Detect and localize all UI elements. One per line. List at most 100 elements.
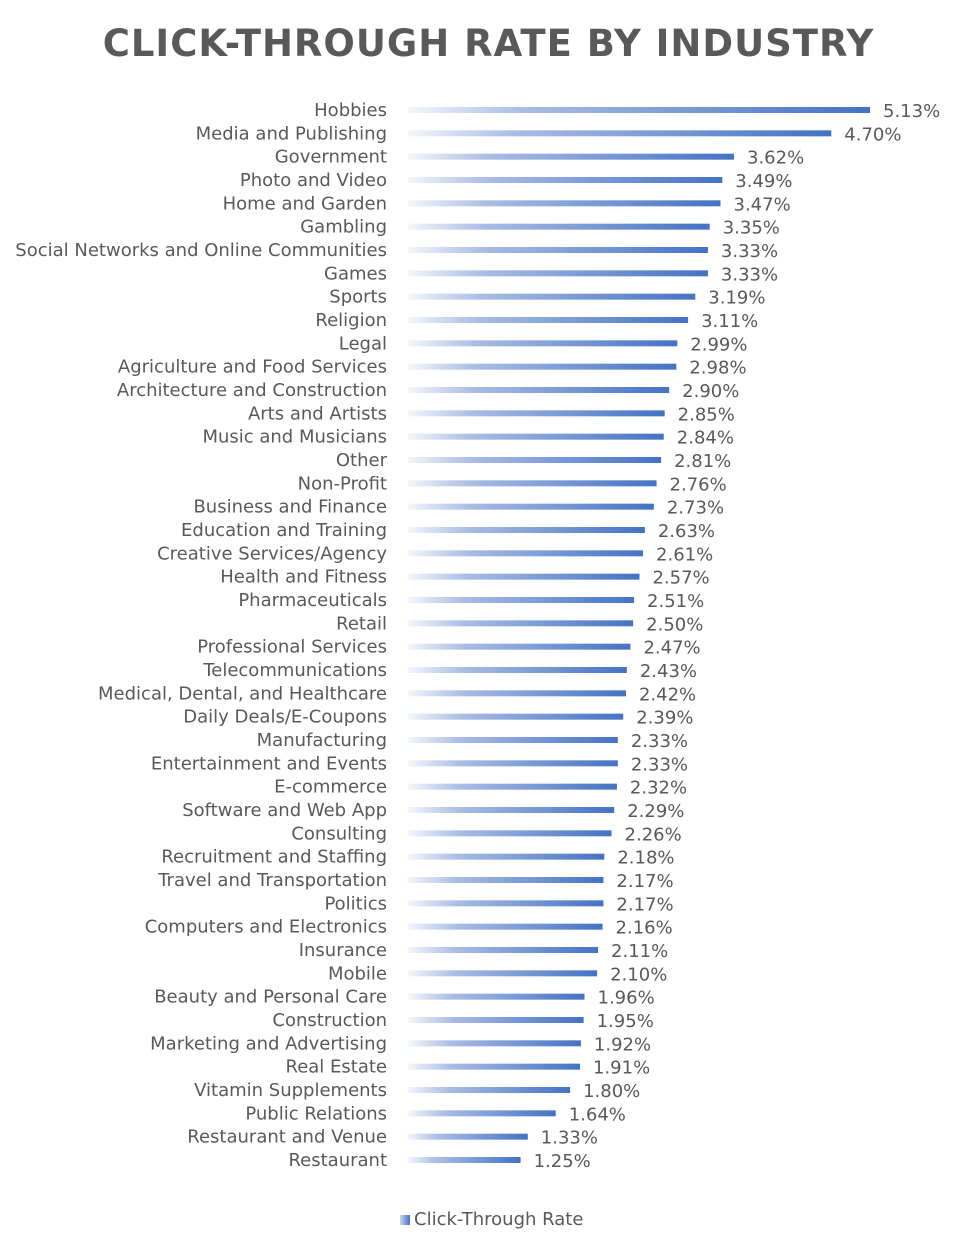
data-label: 1.80% <box>583 1081 640 1102</box>
category-label: Beauty and Personal Care <box>154 987 387 1008</box>
data-label: 2.32% <box>630 778 687 799</box>
data-label: 2.42% <box>639 684 696 705</box>
data-label: 2.63% <box>658 521 715 542</box>
data-label: 2.10% <box>610 964 667 985</box>
bar <box>408 1063 581 1070</box>
category-label: Creative Services/Agency <box>157 543 387 564</box>
bar <box>408 410 665 417</box>
category-label: Photo and Video <box>240 170 387 191</box>
data-label: 1.96% <box>598 988 655 1009</box>
data-label: 1.64% <box>569 1104 626 1125</box>
bar <box>408 387 670 393</box>
category-label: Religion <box>315 310 387 331</box>
data-label: 3.33% <box>721 264 778 285</box>
category-label: Recruitment and Staffing <box>161 847 387 868</box>
data-label: 2.90% <box>682 381 739 402</box>
bar <box>408 853 605 860</box>
bar <box>408 597 635 603</box>
bar <box>408 1157 521 1163</box>
category-label: Government <box>275 147 387 168</box>
legend-swatch <box>400 1214 410 1225</box>
data-label: 3.33% <box>721 241 778 262</box>
bar <box>408 667 627 673</box>
bar <box>408 247 708 253</box>
data-label: 5.13% <box>883 101 940 122</box>
data-label: 2.73% <box>667 498 724 519</box>
category-label: Travel and Transportation <box>157 870 387 891</box>
data-label: 1.95% <box>597 1011 654 1032</box>
category-label: Home and Garden <box>223 193 387 214</box>
bar <box>408 1087 571 1093</box>
bar <box>408 947 599 953</box>
category-label: Restaurant and Venue <box>187 1127 387 1148</box>
data-label: 2.33% <box>631 754 688 775</box>
data-label: 1.92% <box>594 1034 651 1055</box>
bar <box>408 340 678 347</box>
category-label: Health and Fitness <box>220 567 387 588</box>
category-label: Hobbies <box>314 100 387 121</box>
category-label: Legal <box>339 333 387 354</box>
category-label: Telecommunications <box>202 660 387 681</box>
category-label: Consulting <box>291 823 387 844</box>
data-label: 2.47% <box>643 638 700 659</box>
category-label: Agriculture and Food Services <box>118 357 387 378</box>
data-label: 2.76% <box>670 474 727 495</box>
bar <box>408 573 640 580</box>
legend: Click-Through Rate <box>400 1209 583 1230</box>
data-label: 2.81% <box>674 451 731 472</box>
category-label: Education and Training <box>181 520 387 541</box>
category-label: Computers and Electronics <box>145 917 387 938</box>
category-label: Daily Deals/E-Coupons <box>183 707 387 728</box>
category-label: Entertainment and Events <box>151 753 387 774</box>
bar <box>408 317 689 323</box>
category-label: Medical, Dental, and Healthcare <box>98 683 387 704</box>
category-label: Other <box>336 450 388 471</box>
data-label: 1.91% <box>593 1058 650 1079</box>
category-label: Politics <box>324 893 387 914</box>
data-label: 2.16% <box>616 918 673 939</box>
bar <box>408 293 696 300</box>
data-label: 1.25% <box>534 1151 591 1172</box>
bar <box>408 970 598 977</box>
data-label: 2.84% <box>677 428 734 449</box>
bar <box>408 1017 584 1023</box>
data-label: 2.39% <box>636 708 693 729</box>
category-label: Mobile <box>328 963 387 984</box>
data-label: 2.85% <box>678 404 735 425</box>
category-label: Restaurant <box>288 1150 387 1171</box>
category-label: Real Estate <box>286 1057 388 1078</box>
bar <box>408 270 708 277</box>
bar <box>408 223 710 230</box>
legend-label: Click-Through Rate <box>414 1209 584 1230</box>
bar <box>408 153 735 160</box>
bar <box>408 690 626 697</box>
category-label: Arts and Artists <box>248 403 387 424</box>
bar <box>408 200 721 207</box>
category-label: Games <box>324 263 387 284</box>
category-label: Public Relations <box>245 1103 387 1124</box>
bar <box>408 1040 581 1047</box>
bar <box>408 900 604 907</box>
category-label: Manufacturing <box>257 730 387 751</box>
category-label: Music and Musicians <box>202 427 387 448</box>
category-label: Construction <box>272 1010 387 1031</box>
bar <box>408 550 644 557</box>
bar <box>408 1133 528 1140</box>
data-label: 2.18% <box>617 848 674 869</box>
bar <box>408 433 664 440</box>
category-label: Sports <box>329 287 387 308</box>
data-label: 1.33% <box>541 1128 598 1149</box>
data-label: 2.57% <box>652 568 709 589</box>
category-label: Professional Services <box>197 637 387 658</box>
data-label: 2.17% <box>616 871 673 892</box>
data-label: 3.47% <box>734 194 791 215</box>
category-label: Retail <box>336 613 387 634</box>
category-label: Insurance <box>299 940 387 961</box>
category-label: Gambling <box>300 217 387 238</box>
data-label: 2.98% <box>689 358 746 379</box>
bar <box>408 807 615 813</box>
bar <box>408 877 604 883</box>
bar <box>408 177 723 183</box>
data-label: 2.29% <box>627 801 684 822</box>
